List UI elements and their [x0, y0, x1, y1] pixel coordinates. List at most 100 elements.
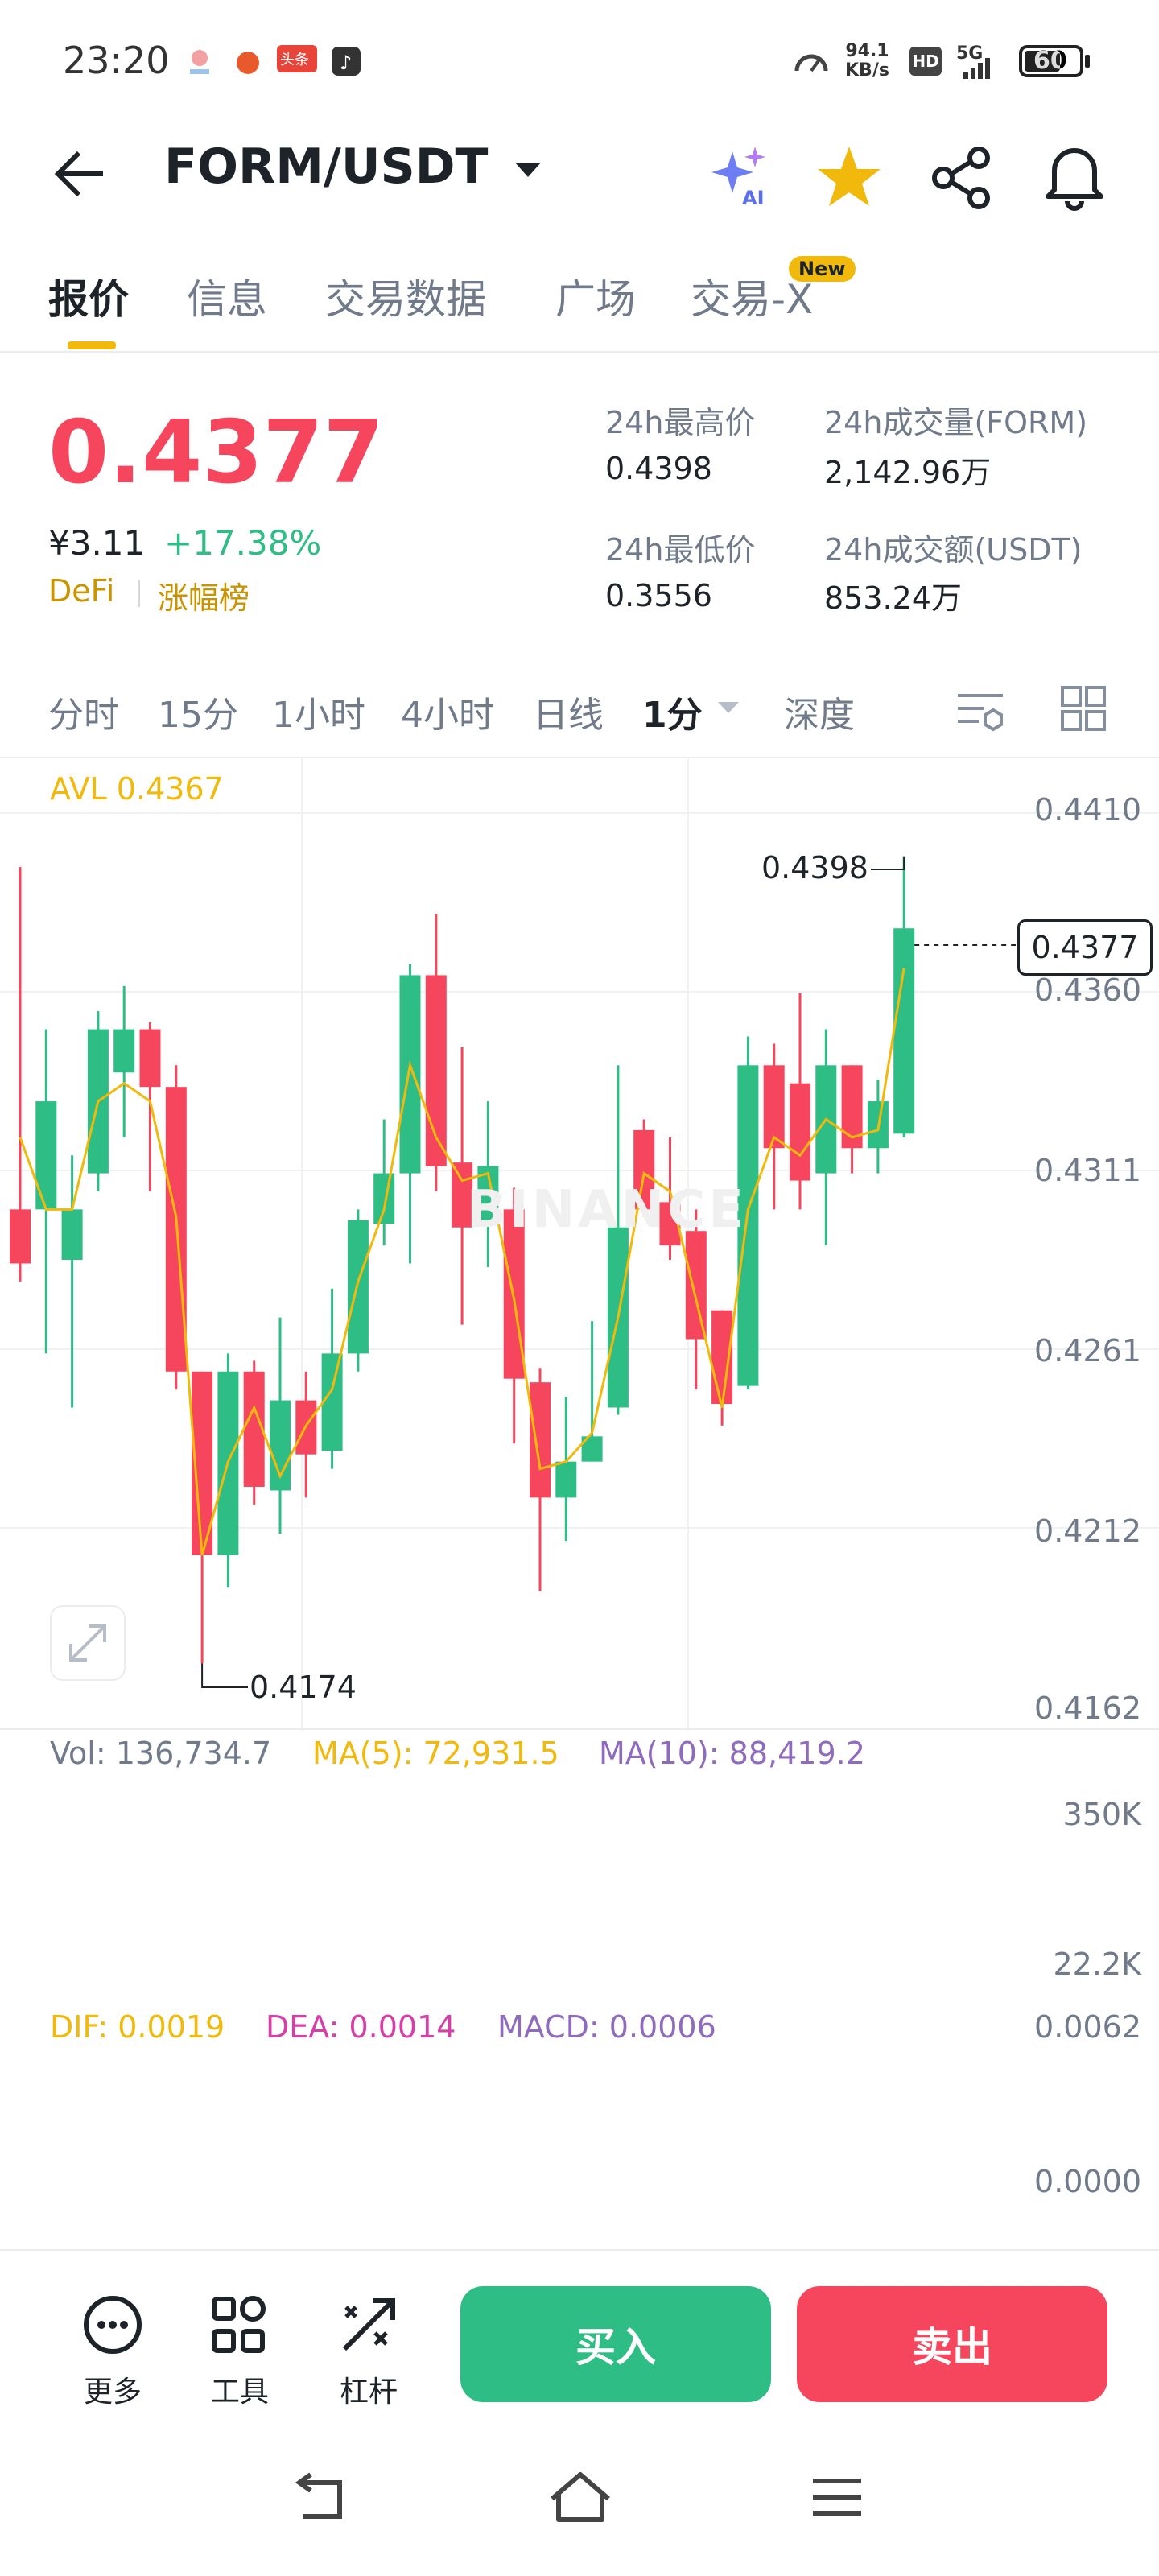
tf-1h[interactable]: 1小时 — [272, 695, 365, 736]
candle-body — [790, 1083, 810, 1181]
low-marker-label: 0.4174 — [250, 1670, 357, 1705]
bell-icon[interactable] — [1038, 138, 1111, 214]
vol-axis-top: 350K — [1062, 1797, 1141, 1832]
tools-button[interactable]: 工具 — [192, 2293, 288, 2410]
high-label: 24h最高价 — [605, 405, 756, 440]
indicator-settings-icon[interactable] — [955, 684, 1006, 736]
vol-usdt-label: 24h成交额(USDT) — [824, 532, 1083, 568]
candle-body — [373, 1173, 395, 1224]
tab-square[interactable]: 广场 — [555, 276, 636, 323]
share-icon[interactable] — [926, 142, 998, 217]
last-price: 0.4377 — [48, 402, 384, 503]
vol-usdt-value: 853.24万 — [824, 580, 962, 616]
y-tick-3: 0.4261 — [1034, 1333, 1141, 1368]
tf-1d[interactable]: 日线 — [533, 695, 604, 736]
fullscreen-button[interactable] — [50, 1605, 126, 1681]
speed-gauge-icon — [793, 45, 828, 77]
nav-menu-icon — [813, 2479, 861, 2516]
y-tick-5: 0.4162 — [1034, 1690, 1141, 1726]
high-value: 0.4398 — [605, 451, 712, 486]
candle-body — [685, 1231, 707, 1340]
pair-title[interactable]: FORM/USDT — [164, 138, 489, 195]
back-arrow-icon — [54, 151, 103, 197]
more-button[interactable]: 更多 — [64, 2293, 161, 2410]
candle-body — [893, 928, 915, 1134]
nav-back-icon — [295, 2472, 342, 2519]
vol-label: Vol: 136,734.7 — [50, 1736, 272, 1771]
hd-icon: HD — [909, 47, 942, 76]
toutiao-badge: 头条 — [277, 45, 317, 72]
nav-menu-button[interactable] — [810, 2475, 866, 2526]
y-tick-2: 0.4311 — [1034, 1153, 1141, 1188]
tab-trade-data[interactable]: 交易数据 — [325, 276, 486, 323]
macd-axis-top: 0.0062 — [1034, 2009, 1141, 2045]
tab-quote[interactable]: 报价 — [48, 276, 129, 323]
tabs-divider — [0, 351, 1159, 353]
candle-body — [399, 975, 421, 1174]
battery-icon: 60 — [1019, 45, 1083, 77]
candle-body — [61, 1209, 83, 1260]
svg-text:AI: AI — [742, 187, 765, 208]
candle-body — [530, 1382, 551, 1498]
candle-body — [737, 1065, 759, 1386]
high-marker-line — [871, 856, 905, 870]
net-speed: 94.1 KB/s — [845, 42, 889, 80]
vol-ma10-label: MA(10): 88,419.2 — [599, 1736, 865, 1771]
candle-body — [555, 1461, 577, 1498]
low-label: 24h最低价 — [605, 532, 756, 568]
leverage-label: 杠杆 — [339, 2376, 398, 2409]
price-chart[interactable] — [0, 758, 1159, 1731]
tf-line[interactable]: 分时 — [48, 695, 119, 736]
current-price-label: 0.4377 — [1031, 930, 1139, 965]
tab-info[interactable]: 信息 — [187, 276, 267, 323]
chart-top-divider — [0, 757, 1159, 758]
favorite-star-icon[interactable] — [813, 140, 885, 216]
tf-4h[interactable]: 4小时 — [401, 695, 494, 736]
tag-gainers[interactable]: 涨幅榜 — [158, 580, 250, 616]
candle-body — [452, 1162, 473, 1228]
tf-1m[interactable]: 1分 — [642, 695, 703, 736]
macd-dif-label: DIF: 0.0019 — [50, 2009, 225, 2045]
new-badge: New — [789, 256, 856, 282]
leverage-button[interactable]: 杠杆 — [320, 2293, 417, 2410]
signal-label: 5G — [956, 43, 984, 64]
cny-price: ¥3.11 — [48, 523, 146, 563]
low-value: 0.3556 — [605, 578, 712, 613]
grid-layout-icon[interactable] — [1059, 684, 1107, 736]
tf-15m[interactable]: 15分 — [158, 695, 238, 736]
status-time: 23:20 — [63, 39, 170, 82]
status-bar: 23:20 头条 ♪ 94.1 KB/s HD 5G 60 — [0, 0, 1159, 121]
nav-back-button[interactable] — [290, 2471, 354, 2531]
battery-level: 60 — [1033, 47, 1067, 75]
location-icon — [184, 45, 216, 77]
high-marker-label: 0.4398 — [761, 850, 868, 886]
tab-trade-x[interactable]: 交易-X — [691, 276, 814, 323]
y-tick-0: 0.4410 — [1034, 792, 1141, 828]
vol-axis-bottom: 22.2K — [1053, 1946, 1141, 1982]
sell-button[interactable]: 卖出 — [797, 2286, 1107, 2402]
candle-body — [139, 1029, 161, 1088]
ai-sparkle-icon[interactable]: AI — [708, 143, 773, 211]
tag-divider — [138, 580, 140, 607]
candle-body — [10, 1209, 31, 1264]
buy-button[interactable]: 买入 — [460, 2286, 771, 2402]
y-tick-1: 0.4360 — [1034, 972, 1141, 1008]
tag-defi[interactable]: DeFi — [48, 573, 115, 609]
pair-dropdown-icon[interactable] — [514, 161, 542, 184]
tf-depth[interactable]: 深度 — [784, 695, 855, 736]
tab-active-indicator — [68, 341, 116, 349]
avl-line — [19, 968, 905, 1556]
macd-dea-label: DEA: 0.0014 — [266, 2009, 456, 2045]
candle-body — [321, 1353, 343, 1451]
y-tick-4: 0.4212 — [1034, 1513, 1141, 1549]
price-change: +17.38% — [164, 523, 322, 563]
leverage-icon — [342, 2298, 395, 2351]
vol-form-value: 2,142.96万 — [824, 455, 992, 490]
bottom-bar-divider — [0, 2249, 1159, 2251]
candle-body — [35, 1101, 57, 1210]
avl-label: AVL 0.4367 — [50, 771, 224, 807]
back-button[interactable] — [48, 142, 113, 206]
svg-text:♪: ♪ — [340, 52, 352, 74]
tf-more-arrow-icon[interactable] — [716, 700, 740, 720]
nav-home-button[interactable] — [544, 2468, 617, 2531]
